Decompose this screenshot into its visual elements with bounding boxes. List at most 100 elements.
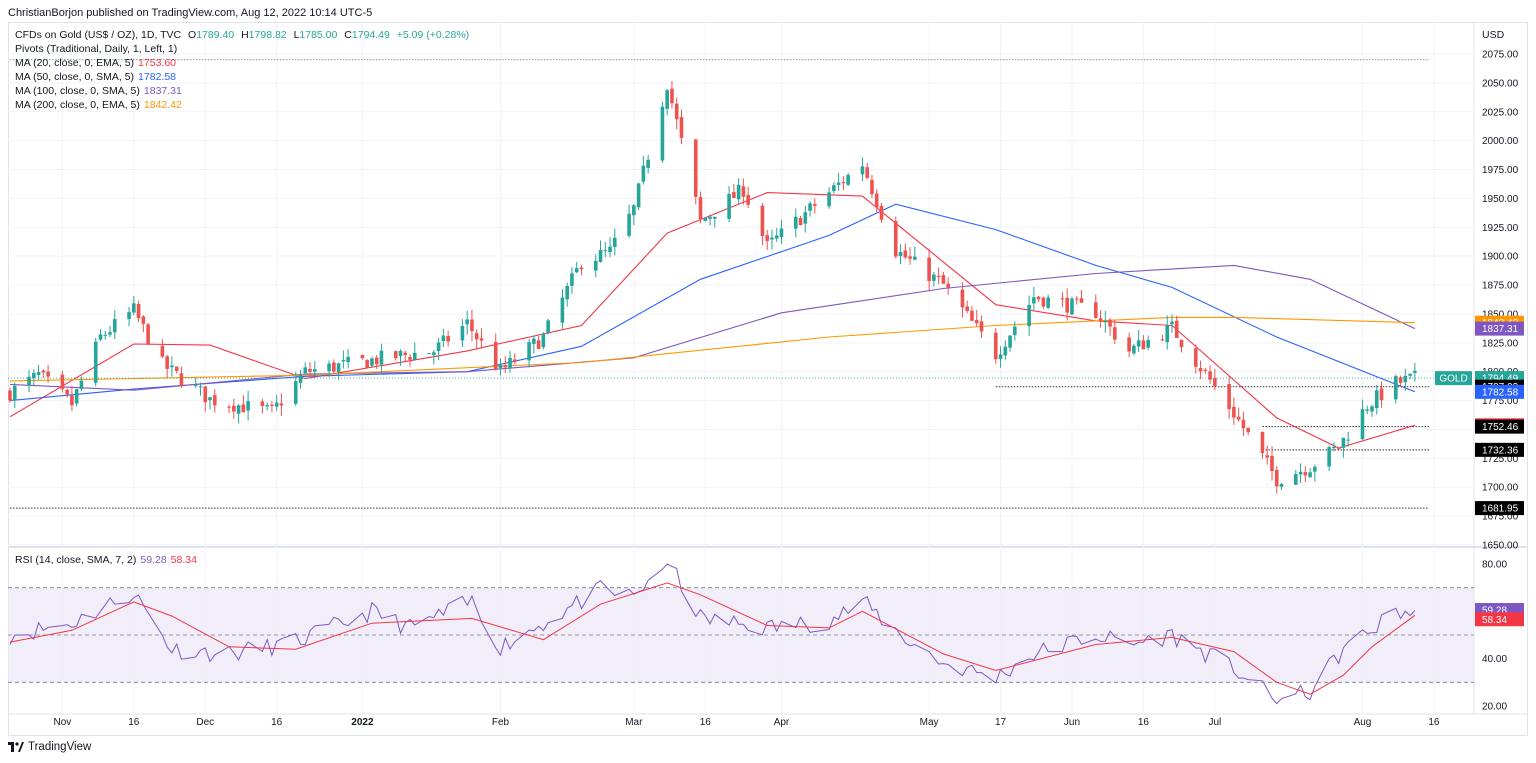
candle-body [1370,406,1374,412]
legend-ma50: MA (50, close, 0, SMA, 5) 1782.58 [15,71,177,83]
candle-body [1236,416,1241,420]
candle-body [427,353,431,355]
legend-high: H1798.82 [241,29,287,41]
candle-body [236,405,241,414]
x-tick-label: 16 [271,717,283,728]
legend-symbol: CFDs on Gold (US$ / OZ), 1D, TVC [15,29,182,41]
candle-body [874,193,879,208]
candle-body [708,216,712,219]
y-tick-label: 1925.00 [1482,223,1519,234]
candle-body [1165,324,1170,343]
y-tick-label: 2075.00 [1482,50,1519,61]
candle-body [913,256,917,260]
candle-body [446,335,450,342]
candle-body [108,332,112,335]
candle-body [579,267,584,270]
candle-body [527,342,531,361]
candle-body [813,203,817,206]
candle-body [1141,340,1146,350]
candle-body [341,359,346,362]
legend-change: +5.09 (+0.28%) [396,29,470,41]
candle-body [332,362,336,372]
ma20-line [9,192,1416,449]
candle-body [860,166,865,175]
currency-label: USD [1482,29,1505,41]
candle-body [1270,455,1274,472]
candle-body [270,404,274,406]
candle-body [1036,296,1041,300]
x-tick-label: 16 [700,717,712,728]
rsi-pane [8,563,1474,705]
candle-body [208,397,212,401]
candle-body [627,213,631,236]
candle-body [736,184,741,200]
candle-body [1379,388,1384,401]
price-tag-value: 1837.31 [1482,324,1519,335]
candle-body [770,237,774,240]
candle-body [1360,409,1365,440]
candle-body [512,359,517,362]
candle-body [298,375,303,383]
ma50-line [9,203,1416,402]
price-tag-value: 1681.95 [1482,504,1519,515]
candle-body [146,324,150,345]
candle-body [79,380,84,390]
candle-body [898,252,903,257]
footer[interactable]: TradingView [8,741,91,753]
candle-body [398,350,403,357]
candle-body [1170,321,1174,325]
candle-body [303,367,308,374]
candle-body [1046,297,1050,308]
candle-body [608,246,612,253]
candle-body [846,174,850,185]
candle-body [1146,339,1150,348]
candle-body [1232,406,1236,418]
candle-body [893,221,898,257]
candle-body [1127,337,1131,352]
candle-body [798,218,803,226]
candle-body [1160,339,1165,341]
price-tag-value: 1782.58 [1482,387,1519,398]
rsi-tag-value: 59.28 [1482,606,1507,617]
x-tick-label: Feb [492,717,510,728]
price-tag: 1681.95 [1475,501,1524,516]
pivot-levels [10,59,1430,509]
candle-body [1298,471,1303,475]
candle-body [179,373,184,386]
candle-body [403,352,408,356]
candle-body [1398,377,1403,383]
price-tag-bg [1475,501,1524,516]
candle-body [132,303,136,313]
candle-body [198,386,203,388]
legend-symbol-row: CFDs on Gold (US$ / OZ), 1D, TVC O1789.4… [15,28,473,42]
candle-body [408,356,412,360]
candle-body [103,334,108,336]
candle-body [1279,483,1284,487]
candle-body [703,218,708,221]
candle-body [12,385,17,401]
candle-body [574,268,579,273]
candle-body [841,182,846,184]
candle-body [641,165,646,182]
candle-body [774,235,779,239]
price-tag-value: 1732.36 [1482,445,1519,456]
candle-body [1103,320,1108,323]
candle-body [1246,427,1250,433]
candle-body [979,321,984,332]
candle-body [793,216,798,229]
candle-body [1074,298,1079,300]
candle-body [1365,409,1370,411]
candle-body [470,319,474,332]
candle-body [203,386,208,403]
y-tick-label: 1700.00 [1482,483,1519,494]
candle-body [1174,320,1179,339]
candle-body [212,395,217,406]
legend-low: L1785.00 [293,29,338,41]
x-tick-label: 16 [1138,717,1150,728]
candle-body [960,289,965,308]
y-tick-label: 1950.00 [1482,194,1519,205]
candle-body [1136,340,1141,347]
candle-body [532,338,536,344]
candle-body [1265,455,1270,458]
